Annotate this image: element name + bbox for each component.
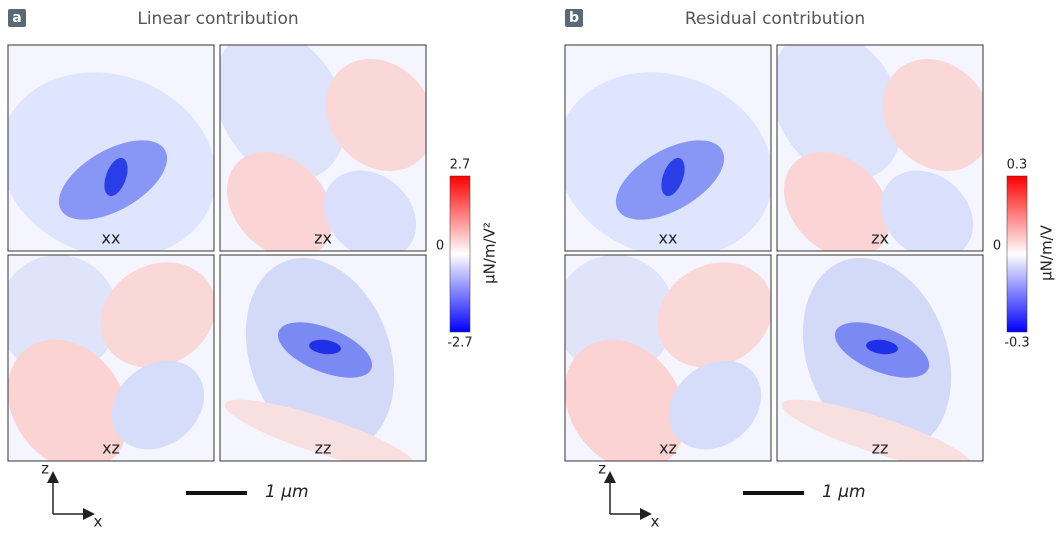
heatmap-label: zx: [314, 229, 332, 248]
heatmap: xx: [564, 44, 772, 252]
heatmap: zx: [219, 44, 427, 252]
colorbar-middle: 0: [993, 239, 1001, 254]
heatmap-label: xx: [102, 229, 121, 248]
heatmap-frame: [7, 44, 215, 252]
axis-label: z: [598, 460, 606, 478]
heatmap: zz: [219, 254, 427, 462]
heatmap-frame: [564, 44, 772, 252]
heatmap: zx: [776, 44, 984, 252]
colorbar-top: 2.7: [450, 158, 471, 173]
heatmap-label: zz: [315, 439, 332, 458]
panel-letter: b: [569, 10, 579, 26]
heatmap-frame: [219, 254, 427, 462]
axis-label: x: [94, 513, 103, 531]
heatmap-frame: [219, 44, 427, 252]
panel-title: Linear contribution: [137, 9, 298, 29]
heatmap: xz: [564, 254, 772, 462]
scale-bar-label: 1 μm: [822, 482, 866, 502]
scale-bar-label: 1 μm: [265, 482, 309, 502]
colorbar-bottom: -2.7: [447, 336, 472, 351]
heatmap-label: xx: [659, 229, 678, 248]
colorbar: [449, 175, 471, 333]
axis-label: z: [41, 460, 49, 478]
colorbar-unit: μN/m/V: [1038, 224, 1056, 280]
heatmap: xz: [7, 254, 215, 462]
colorbar-unit: μN/m/V²: [481, 222, 499, 284]
colorbar-middle: 0: [436, 239, 444, 254]
panel-title: Residual contribution: [685, 9, 865, 29]
colorbar-bottom: -0.3: [1004, 336, 1029, 351]
heatmap-label: zx: [871, 229, 889, 248]
heatmap-label: xz: [102, 439, 120, 458]
heatmap: zz: [776, 254, 984, 462]
panel-letter-box: [565, 9, 583, 27]
axis-label: x: [651, 513, 660, 531]
heatmap-frame: [776, 44, 984, 252]
heatmap-label: zz: [872, 439, 889, 458]
panel-letter-box: [8, 9, 26, 27]
heatmap-frame: [776, 254, 984, 462]
colorbar: [1006, 175, 1028, 333]
heatmap: xx: [7, 44, 215, 252]
panel-letter: a: [12, 10, 21, 26]
heatmap-frame: [564, 254, 772, 462]
heatmap-frame: [7, 254, 215, 462]
heatmap-label: xz: [659, 439, 677, 458]
colorbar-top: 0.3: [1007, 158, 1028, 173]
